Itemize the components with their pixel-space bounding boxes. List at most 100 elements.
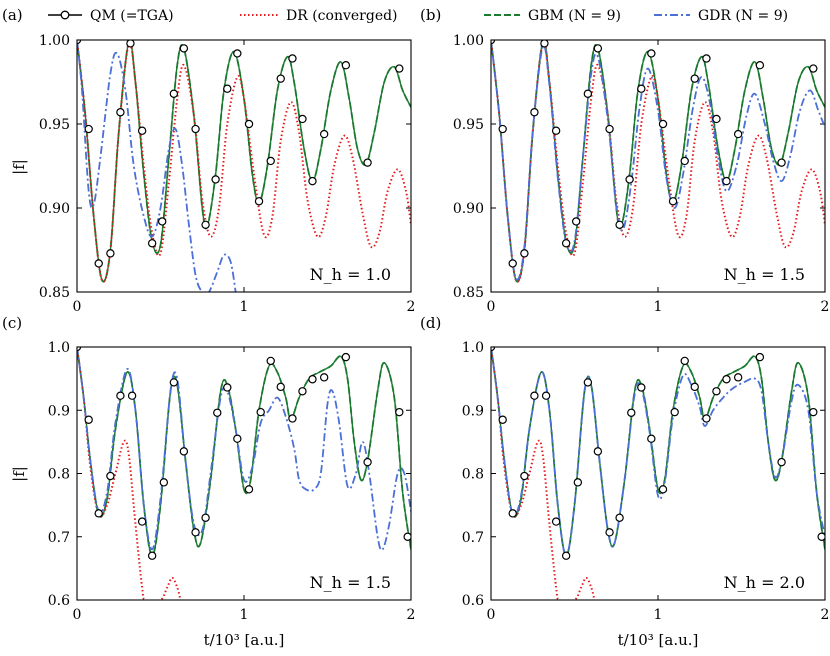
qm-marker-a-3: [106, 249, 115, 258]
xtick-label-c-1: 1: [240, 607, 249, 623]
xlabel-right: t/10³ [a.u.]: [618, 631, 699, 649]
qm-marker-c-5: [127, 391, 137, 400]
qm-marker-c-1: [84, 415, 93, 424]
qm-marker-c-26: [395, 407, 404, 417]
qm-marker-b-10: [593, 44, 603, 53]
xtick-label-d-2: 2: [821, 607, 830, 623]
xlabel-left: t/10³ [a.u.]: [204, 631, 285, 649]
qm-marker-a-8: [157, 217, 167, 226]
qm-marker-a-16: [244, 119, 254, 129]
qm-marker-a-10: [179, 44, 189, 53]
qm-marker-d-7: [561, 551, 571, 560]
qm-marker-b-20: [702, 54, 711, 63]
qm-marker-b-15: [647, 49, 656, 58]
series-gbm-d: [491, 347, 825, 557]
plot-area-b: [491, 40, 825, 283]
qm-marker-b-1: [498, 124, 507, 134]
qm-marker-b-18: [680, 156, 689, 166]
series-dr-a: [77, 40, 411, 283]
panel-d: (d) 0 1 2 0.6 0.7 0.8 0.9 1.0 N_h = 2.0: [420, 314, 829, 623]
qm-marker-d-8: [573, 478, 583, 487]
qm-marker-a-2: [94, 259, 103, 268]
qm-marker-d-21: [712, 387, 721, 396]
ytick-label-a-2: 0.95: [39, 117, 70, 133]
legend-item-gdr: GDR (N = 9): [654, 8, 788, 24]
qm-marker-d-17: [670, 407, 679, 417]
axes-frame-a: [76, 39, 412, 293]
qm-marker-c-11: [191, 528, 200, 537]
qm-marker-d-6: [551, 517, 561, 526]
qm-marker-b-26: [809, 64, 818, 73]
qm-marker-d-19: [690, 382, 699, 392]
series-qm-c: [77, 347, 411, 557]
qm-marker-a-18: [266, 156, 275, 166]
xtick-label-a-1: 1: [240, 299, 249, 315]
qm-marker-b-7: [561, 239, 571, 248]
legend-label-gbm: GBM (N = 9): [528, 8, 621, 24]
qm-marker-a-7: [147, 239, 157, 248]
qm-marker-a-1: [84, 124, 93, 134]
qm-marker-b-9: [583, 89, 593, 98]
qm-marker-b-19: [690, 74, 699, 83]
qm-marker-b-14: [637, 84, 646, 93]
qm-marker-c-21: [298, 387, 307, 396]
annotation-d: N_h = 2.0: [724, 573, 805, 592]
plot-area-c: [77, 347, 411, 600]
legend-marker-qm: [60, 10, 70, 20]
plot-area-d: [491, 347, 825, 600]
qm-marker-c-19: [276, 382, 285, 392]
qm-marker-a-14: [223, 84, 232, 93]
qm-marker-b-6: [551, 126, 561, 135]
qm-marker-b-17: [668, 197, 678, 206]
ytick-label-a-1: 0.90: [39, 201, 70, 217]
ytick-label-b-2: 0.95: [453, 117, 484, 133]
qm-marker-b-24: [755, 60, 765, 70]
qm-marker-b-16: [658, 119, 668, 129]
xtick-label-c-0: 0: [73, 607, 82, 623]
qm-marker-c-15: [233, 434, 242, 443]
ytick-label-d-4: 1.0: [462, 340, 484, 356]
xtick-label-b-2: 2: [821, 299, 830, 315]
qm-marker-c-2: [94, 509, 103, 518]
qm-marker-d-1: [498, 415, 507, 424]
panel-b: (b) 0 1 2 0.85 0.90 0.95 1.00 N_h = 1.5: [420, 6, 829, 315]
qm-marker-d-3: [520, 471, 529, 481]
qm-marker-a-13: [211, 175, 220, 184]
qm-marker-d-23: [733, 373, 743, 382]
qm-marker-c-13: [213, 408, 222, 417]
series-gdr-d: [491, 347, 825, 557]
xtick-label-b-1: 1: [654, 299, 663, 315]
qm-marker-c-18: [266, 356, 275, 366]
ytick-label-d-2: 0.8: [462, 467, 484, 483]
annotation-a: N_h = 1.0: [310, 265, 391, 284]
ytick-label-a-0: 0.85: [39, 285, 70, 301]
xtick-label-c-2: 2: [407, 607, 416, 623]
qm-marker-a-11: [191, 124, 200, 134]
qm-marker-a-19: [276, 74, 285, 83]
xtick-label-d-0: 0: [487, 607, 496, 623]
qm-marker-d-20: [702, 414, 711, 423]
ytick-label-b-1: 0.90: [453, 201, 484, 217]
qm-marker-a-20: [288, 54, 297, 63]
axes-frame-b: [490, 39, 826, 293]
panel-label-b: (b): [420, 6, 441, 24]
qm-marker-b-11: [605, 124, 614, 134]
qm-marker-c-17: [256, 407, 265, 417]
ytick-label-b-3: 1.00: [453, 33, 484, 49]
series-gdr-a: [77, 40, 237, 292]
qm-marker-b-23: [733, 129, 743, 139]
qm-marker-b-25: [777, 158, 786, 167]
ylabel-top: |f|: [10, 159, 28, 175]
qm-marker-b-22: [722, 176, 731, 186]
qm-marker-a-9: [169, 89, 179, 98]
qm-marker-c-9: [169, 378, 179, 387]
qm-marker-d-16: [658, 485, 668, 494]
qm-marker-b-12: [615, 220, 624, 229]
xtick-label-d-1: 1: [654, 607, 663, 623]
annotation-c: N_h = 1.5: [310, 573, 391, 592]
qm-marker-c-3: [106, 471, 115, 481]
panel-a: (a) 0 1 2 0.85 0.90 0.95 1.00 N_h = 1.0: [2, 6, 415, 315]
qm-marker-d-14: [637, 383, 646, 392]
qm-marker-c-12: [201, 513, 210, 522]
qm-marker-d-22: [722, 375, 731, 384]
